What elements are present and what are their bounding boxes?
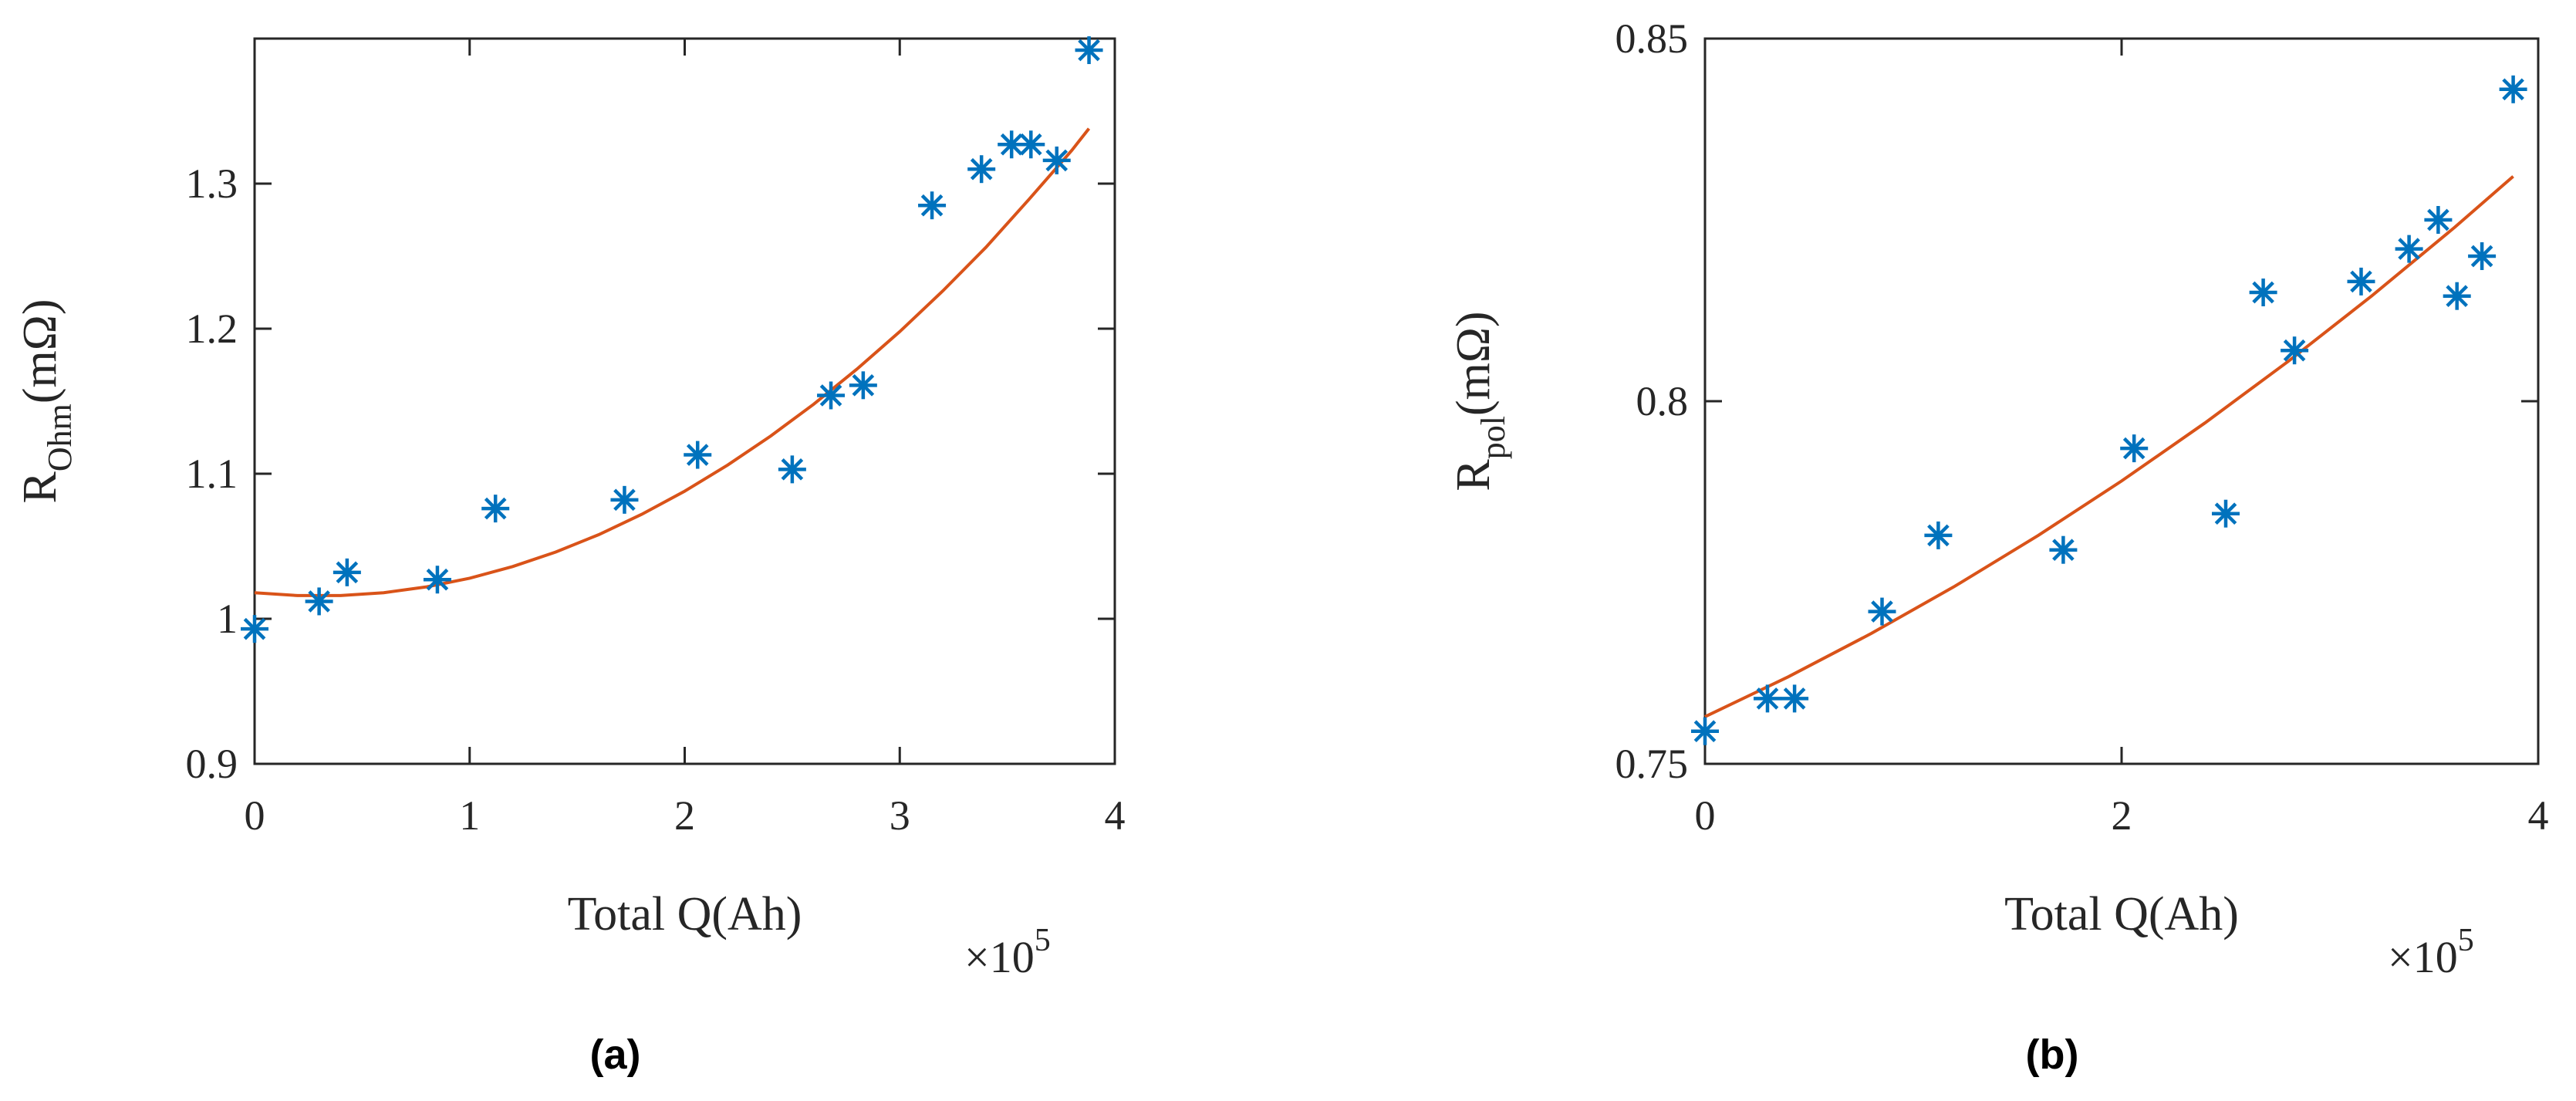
y-label-sub-b: pol [1474, 416, 1512, 459]
axis-ticks-b [1703, 37, 2540, 765]
fit-curve-b [1704, 175, 2514, 718]
y-axis-label-a: ROhm(mΩ) [14, 299, 79, 504]
caption-a: (a) [590, 1032, 641, 1078]
data-point-a [684, 441, 712, 469]
y-tick-label-b: 0.8 [1636, 378, 1689, 424]
data-markers-b [1691, 75, 2527, 745]
data-markers-a [241, 36, 1103, 643]
y-tick-label-a: 1.2 [186, 306, 238, 352]
data-point-b [1781, 684, 1809, 713]
fit-curve-a [254, 127, 1091, 597]
x-exponent-power-b: 5 [2458, 923, 2474, 958]
x-tick-label-a: 4 [1105, 792, 1126, 839]
tick-labels-b: 0 2 4 0.75 0.8 0.85 [1615, 15, 2549, 839]
data-point-b [2281, 336, 2309, 365]
data-point-b [2395, 235, 2423, 263]
data-point-a [817, 381, 846, 410]
x-tick-label-b: 4 [2528, 792, 2549, 839]
x-exponent-base-a: ×10 [964, 932, 1035, 982]
data-point-a [423, 566, 451, 594]
data-point-b [1691, 717, 1719, 745]
y-label-sub-a: Ohm [41, 404, 79, 471]
data-point-b [1754, 684, 1781, 713]
x-tick-label-a: 1 [459, 792, 480, 839]
data-point-b [2347, 267, 2375, 296]
x-tick-label-b: 2 [2112, 792, 2132, 839]
data-point-a [1075, 36, 1103, 65]
x-tick-label-b: 0 [1695, 792, 1716, 839]
data-point-b [2249, 279, 2277, 306]
data-point-b [1924, 521, 1953, 549]
data-point-a [1042, 146, 1071, 174]
y-tick-label-b: 0.75 [1615, 741, 1689, 787]
y-label-main-a: R [14, 471, 66, 503]
x-tick-label-a: 0 [245, 792, 265, 839]
data-point-b [2443, 282, 2471, 310]
y-tick-label-a: 1.1 [186, 451, 238, 497]
y-label-unit-b: (mΩ) [1447, 311, 1500, 416]
x-tick-label-a: 3 [890, 792, 910, 839]
y-tick-label-a: 1 [217, 596, 238, 642]
x-exponent-b: ×105 [2388, 923, 2474, 982]
plot-frame-a [253, 37, 1116, 765]
data-point-b [2212, 499, 2240, 528]
x-exponent-a: ×105 [964, 923, 1051, 982]
data-point-a [967, 155, 996, 184]
x-exponent-base-b: ×10 [2388, 932, 2458, 982]
x-axis-label-a: Total Q(Ah) [568, 888, 802, 941]
data-point-b [1868, 597, 1896, 626]
data-point-a [305, 587, 333, 616]
y-tick-label-a: 0.9 [186, 741, 238, 787]
y-axis-label-b: Rpol(mΩ) [1447, 311, 1512, 491]
data-point-a [849, 371, 877, 400]
y-label-unit-a: (mΩ) [14, 299, 66, 404]
axis-ticks-a [253, 39, 1116, 765]
data-point-a [918, 191, 947, 220]
data-point-b [2499, 75, 2527, 103]
panel-b: 0 2 4 0.75 0.8 0.85 Total Q(Ah) ×105 Rpol(mΩ)… [1447, 15, 2549, 1078]
x-tick-label-a: 2 [674, 792, 695, 839]
x-axis-label-b: Total Q(Ah) [2004, 888, 2239, 941]
y-tick-label-b: 0.85 [1615, 15, 1689, 62]
data-point-a [241, 615, 268, 643]
x-exponent-power-a: 5 [1035, 923, 1051, 958]
y-tick-label-a: 1.3 [186, 160, 238, 207]
data-point-a [1017, 130, 1045, 159]
data-point-a [778, 455, 806, 484]
data-point-b [2468, 242, 2497, 270]
data-point-a [481, 495, 510, 523]
data-point-b [2120, 434, 2149, 463]
caption-b: (b) [2026, 1032, 2079, 1078]
tick-labels-a: 0 1 2 3 4 0.9 1 1.1 1.2 1.3 [186, 160, 1126, 839]
panel-a: 0 1 2 3 4 0.9 1 1.1 1.2 1.3 Total Q(Ah) ×105 ROhm… [14, 36, 1126, 1078]
y-label-main-b: R [1447, 459, 1500, 491]
data-point-b [2424, 206, 2453, 234]
data-point-a [610, 485, 639, 514]
data-point-a [333, 558, 361, 586]
data-point-b [2049, 535, 2078, 564]
